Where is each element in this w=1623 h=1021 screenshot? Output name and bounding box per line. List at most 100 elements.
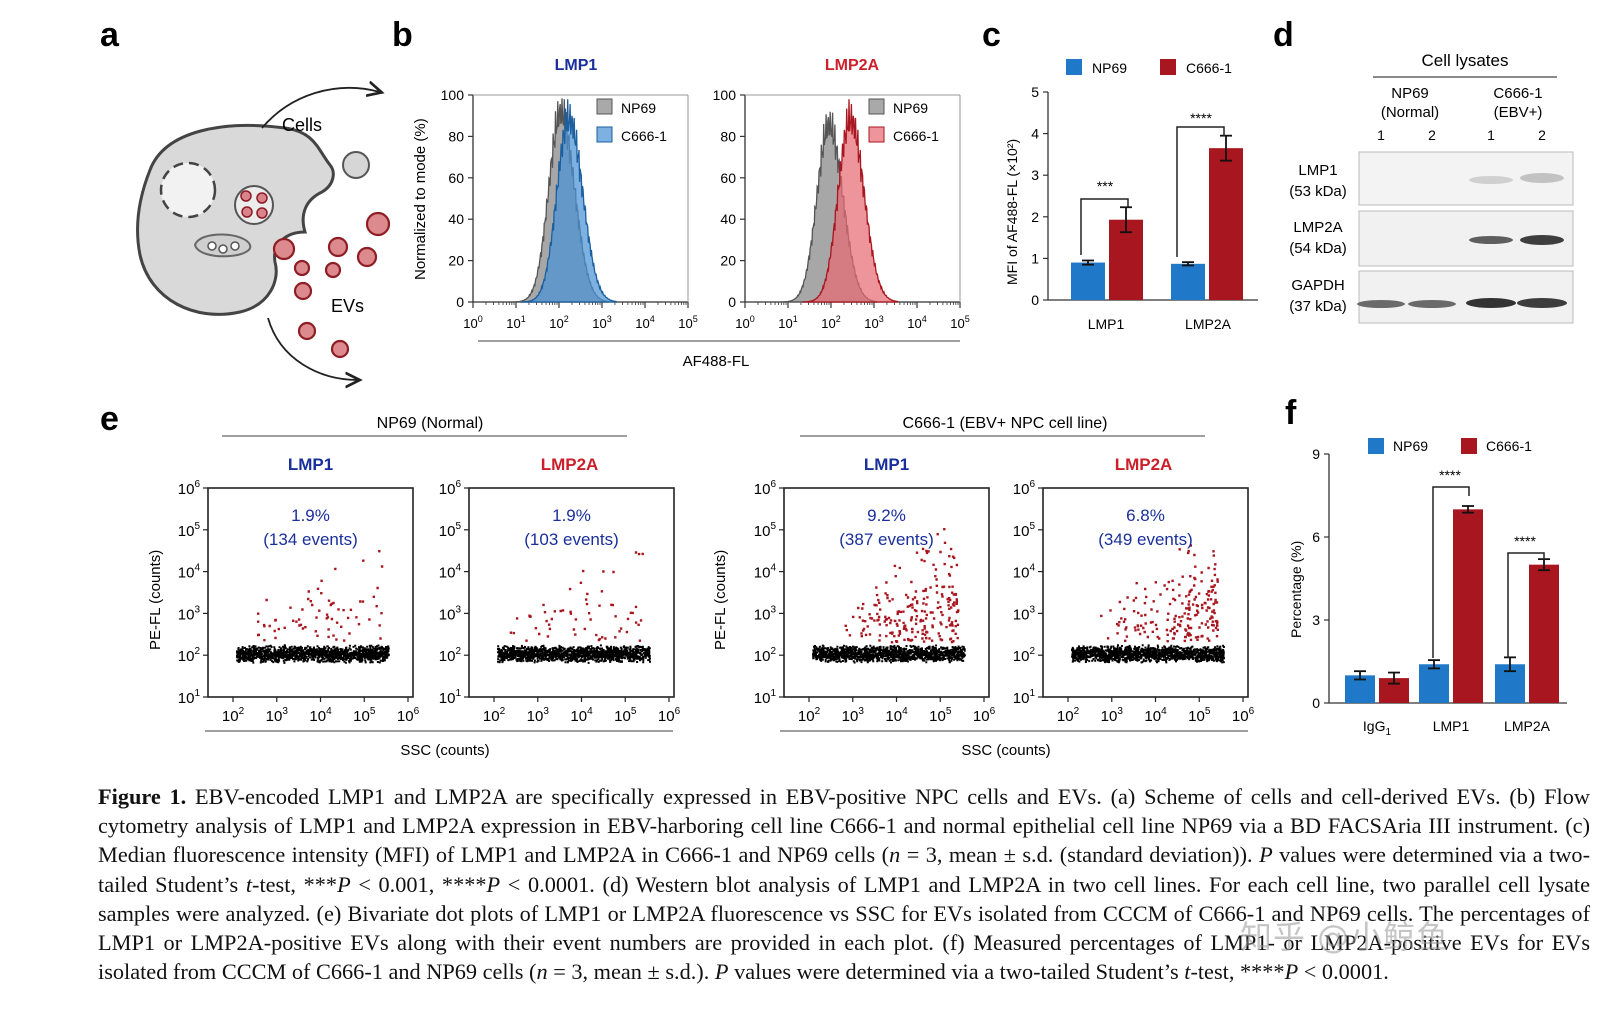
panel-b-xtick: 104: [907, 314, 926, 331]
panel-e: NP69 (Normal) C666-1 (EBV+ NPC cell line…: [147, 415, 1255, 759]
panel-b-xtick: 105: [678, 314, 697, 331]
dotplot-xtick: 106: [1232, 706, 1255, 725]
panel-b-legend-np69: NP69: [621, 100, 656, 116]
panel-letter-c: c: [982, 16, 1001, 54]
dotplot-ytick: 104: [439, 563, 462, 582]
panel-d-row-gapdh: GAPDH: [1291, 277, 1344, 294]
panel-b-ytick: 100: [441, 87, 465, 103]
dotplot-title: LMP2A: [541, 455, 599, 474]
panel-b-ytick: 80: [448, 128, 464, 144]
panel-e-ylabel-left: PE-FL (counts): [147, 550, 164, 650]
dotplot-percent: 1.9%: [552, 506, 591, 525]
panel-e-ylabel-right: PE-FL (counts): [712, 550, 729, 650]
panel-f-ylabel: Percentage (%): [1288, 541, 1304, 638]
panel-b-xtick: 103: [864, 314, 883, 331]
histogram-series-c666-1: [520, 99, 617, 303]
dotplot-ytick: 102: [754, 646, 777, 665]
dotplot-ytick: 104: [1013, 563, 1036, 582]
dotplot-xtick: 104: [309, 706, 332, 725]
panel-b-ytick: 20: [720, 253, 736, 269]
panel-b-xtick: 100: [735, 314, 754, 331]
figure-caption: Figure 1. EBV-encoded LMP1 and LMP2A are…: [98, 784, 1590, 985]
dotplot-title: LMP1: [864, 455, 909, 474]
panel-e-xlabel-right: SSC (counts): [961, 742, 1050, 759]
panel-c-bar-np69-lmp2a: [1171, 263, 1205, 300]
dotplot-percent: 6.8%: [1126, 506, 1165, 525]
dotplot-4: LMP2A 106 105 104 103 102 101 102 103 104 105 106 6.…: [1013, 455, 1255, 725]
dotplot-ytick: 105: [1013, 521, 1036, 540]
panel-b-ytick: 40: [448, 211, 464, 227]
panel-f-bar-c666-1-lmp2a: [1529, 564, 1559, 703]
panel-e-dotplots: LMP1 106 105 104 103 102 101 102 103 104 105 106 1.9…: [178, 455, 1255, 725]
panel-d-lane-2: 2: [1428, 127, 1436, 143]
panel-b-xtick: 101: [778, 314, 797, 331]
panel-d-row-lmp1-kda: (53 kDa): [1289, 183, 1347, 200]
dotplot-positive-events: [257, 550, 384, 642]
panel-b-ytick: 60: [720, 170, 736, 186]
dotplot-2: LMP2A 106 105 104 103 102 101 102 103 104 105 106 1.…: [439, 455, 681, 725]
evs-label: EVs: [331, 296, 364, 316]
panel-f-bar-c666-1-lmp1: [1453, 509, 1483, 703]
dotplot-negative-events: [1071, 644, 1225, 664]
dotplot-positive-events: [509, 551, 644, 642]
budding-vesicle: [342, 151, 370, 179]
panel-c-ytick: 4: [1031, 126, 1039, 142]
dotplot-ytick: 103: [439, 604, 462, 623]
dotplot-ytick: 105: [439, 521, 462, 540]
panel-b-legend-c666: C666-1: [893, 128, 939, 144]
dotplot-negative-events: [812, 644, 966, 664]
dotplot-ytick: 106: [178, 479, 201, 498]
dotplot-ytick: 102: [178, 646, 201, 665]
dotplot-negative-events: [236, 644, 390, 664]
panel-f-ytick: 9: [1312, 446, 1320, 462]
panel-e-xlabel-left: SSC (counts): [400, 742, 489, 759]
panel-d-lane-4: 2: [1538, 127, 1546, 143]
dotplot-ytick: 102: [1013, 646, 1036, 665]
mvb: [234, 185, 274, 225]
dotplot-percent: 9.2%: [867, 506, 906, 525]
panel-d-group1: NP69: [1391, 85, 1429, 102]
panel-b-ytick: 100: [713, 87, 737, 103]
dotplot-positive-events: [1100, 544, 1219, 643]
dotplot-xtick: 106: [973, 706, 996, 725]
dotplot-xtick: 104: [570, 706, 593, 725]
dotplot-events: (349 events): [1098, 530, 1193, 549]
evs-arrow: [267, 317, 358, 380]
dotplot-xtick: 102: [798, 706, 821, 725]
dotplot-ytick: 101: [1013, 688, 1036, 707]
nucleus: [159, 161, 217, 219]
panel-d-row-lmp2a-kda: (54 kDa): [1289, 240, 1347, 257]
dotplot-xtick: 102: [222, 706, 245, 725]
histogram-lmp1: 100 80 60 40 20 0 100 101 102 103 104 105 NP69 C666-1: [441, 87, 698, 331]
panel-c-bar-np69-lmp1: [1071, 262, 1105, 300]
panel-d-header: Cell lysates: [1422, 51, 1509, 70]
panel-f-legend-c666: C666-1: [1486, 438, 1532, 454]
panel-d-group1-sub: (Normal): [1381, 104, 1439, 121]
panel-e-group2: C666-1 (EBV+ NPC cell line): [903, 415, 1108, 432]
dotplot-xtick: 106: [397, 706, 420, 725]
panel-b-legend-c666: C666-1: [621, 128, 667, 144]
dotplot-ytick: 104: [754, 563, 777, 582]
panel-b-xtick: 101: [506, 314, 525, 331]
panel-b-xtick: 102: [549, 314, 568, 331]
dotplot-title: LMP2A: [1115, 455, 1173, 474]
dotplot-xtick: 105: [929, 706, 952, 725]
dotplot-positive-events: [844, 528, 960, 644]
cells-label: Cells: [282, 115, 322, 135]
dotplot-xtick: 103: [527, 706, 550, 725]
panel-f-sig1: ****: [1439, 467, 1461, 483]
panel-b-ytick: 0: [456, 294, 464, 310]
panel-f-cat-lmp2a: LMP2A: [1504, 718, 1551, 734]
dotplot-ytick: 101: [754, 688, 777, 707]
dotplot-ytick: 106: [754, 479, 777, 498]
panel-b-xtick: 104: [635, 314, 654, 331]
dotplot-xtick: 103: [842, 706, 865, 725]
dotplot-ytick: 106: [1013, 479, 1036, 498]
panel-b-ylabel: Normalized to mode (%): [412, 118, 429, 280]
panel-c-ylabel: MFI of AF488-FL (×10²): [1004, 139, 1020, 285]
panel-c-bar-c666-1-lmp2a: [1209, 148, 1243, 300]
dotplot-ytick: 103: [178, 604, 201, 623]
panel-a-scheme: Cells EVs: [136, 88, 391, 380]
dotplot-xtick: 106: [658, 706, 681, 725]
